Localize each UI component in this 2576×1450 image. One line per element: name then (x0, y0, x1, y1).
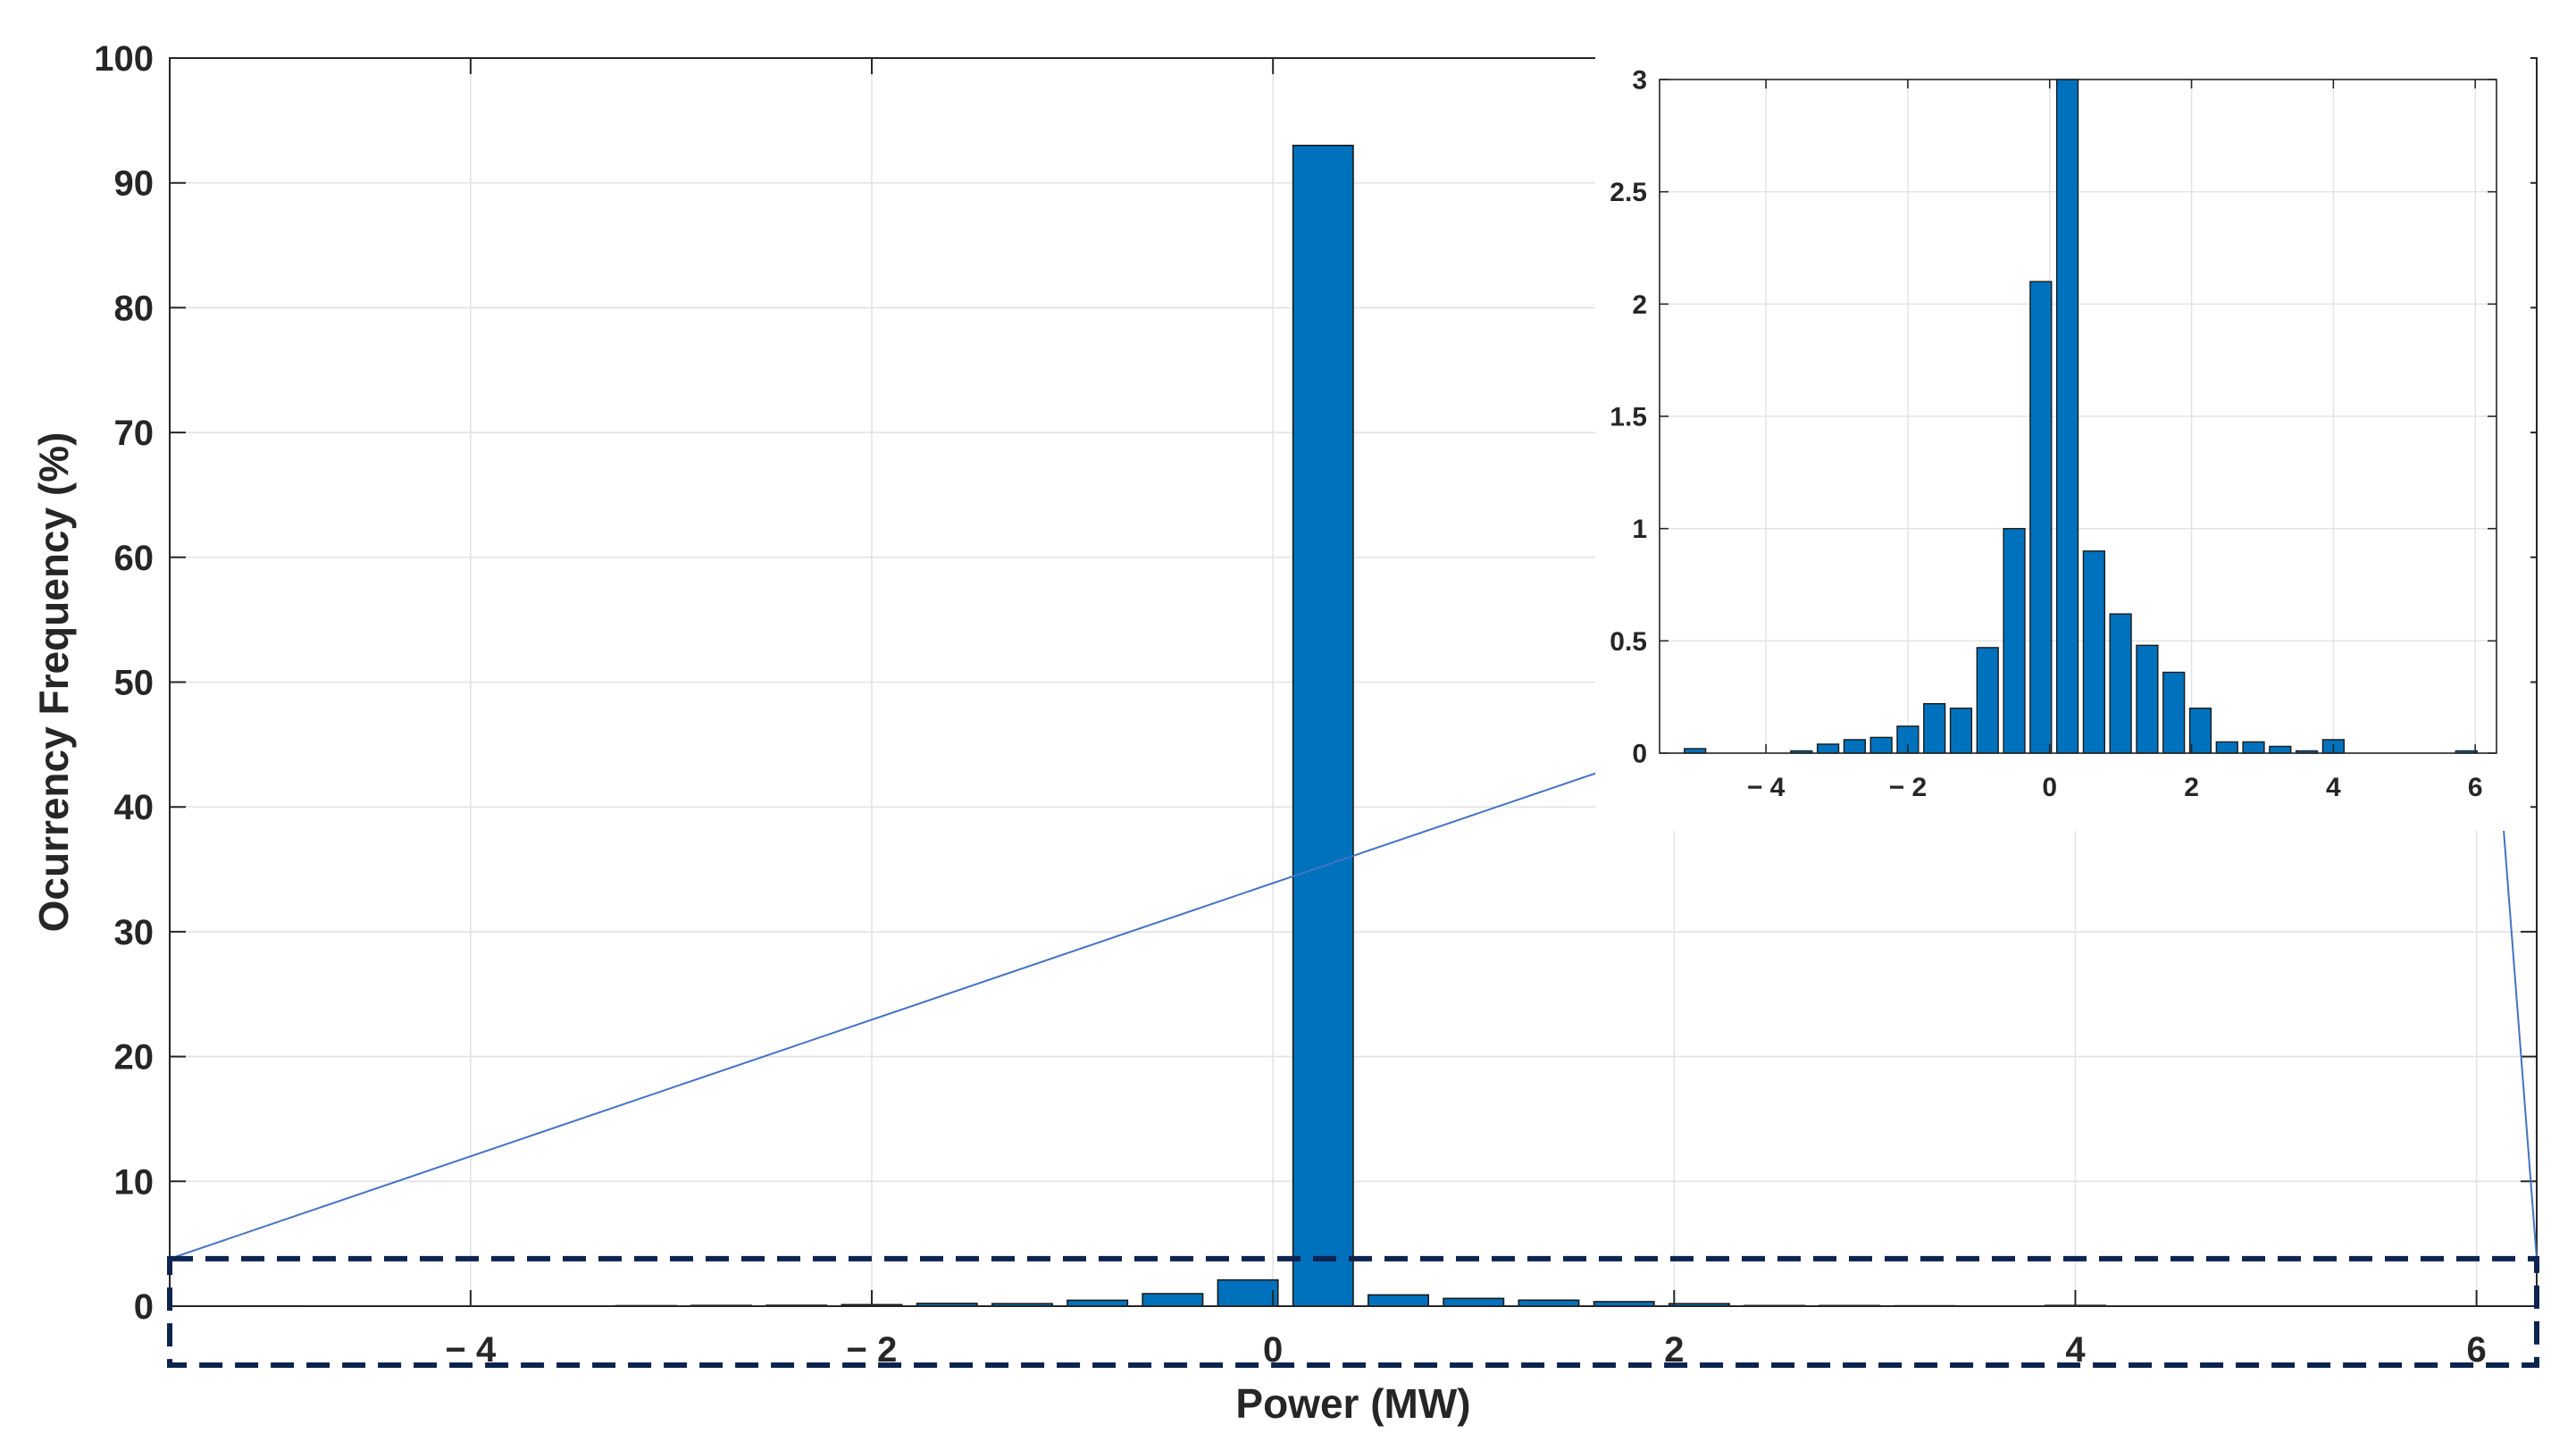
y-tick-label: 30 (114, 913, 155, 952)
inset-ticks: − 4 − 2 0 2 4 6 0 0.5 1 1.5 2 2.5 3 (1610, 66, 2497, 802)
inset-bar (1843, 739, 1866, 754)
bar (1443, 1297, 1505, 1307)
inset-bar (2136, 644, 2159, 754)
inset-x-tick-label: 4 (2326, 773, 2341, 802)
bar (1367, 1294, 1430, 1307)
inset-y-tick-label: 0.5 (1610, 627, 1647, 657)
inset-bar (1923, 703, 1946, 754)
x-axis-title: Power (MW) (1235, 1380, 1470, 1427)
inset-bar (2003, 527, 2026, 754)
inset-bar (2269, 745, 2292, 754)
inset-x-tick-label: 2 (2184, 773, 2199, 802)
y-tick-label: 80 (114, 289, 155, 328)
inset-bar (2029, 281, 2053, 754)
y-tick-label: 50 (114, 664, 155, 703)
inset-bar (1976, 647, 1999, 754)
bar (1292, 144, 1354, 1307)
inset-plot: − 4 − 2 0 2 4 6 0 0.5 1 1.5 2 2.5 3 (1595, 54, 2530, 831)
inset-y-tick-label: 3 (1632, 66, 1647, 96)
zoom-region-rect (167, 1255, 2539, 1368)
y-tick-label: 10 (114, 1162, 155, 1202)
x-tick-label: 6 (2467, 1330, 2487, 1370)
y-tick-label: 40 (114, 788, 155, 827)
inset-bar (2188, 708, 2212, 754)
inset-bar (1816, 743, 1840, 754)
inset-bar (2162, 671, 2186, 754)
bars (238, 144, 2483, 1307)
inset-y-tick-label: 2.5 (1610, 178, 1647, 207)
inset-bar (2082, 550, 2105, 754)
y-tick-label: 20 (114, 1038, 155, 1077)
connector-line-left (169, 772, 1598, 1260)
y-tick-label: 90 (114, 164, 155, 204)
inset-bar (2242, 741, 2265, 754)
bar (1142, 1293, 1204, 1307)
y-axis-title: Ocurrency Frequency (%) (30, 432, 77, 933)
y-tick-label: 60 (114, 539, 155, 578)
inset-bar (2055, 79, 2079, 754)
zoom-region-box (167, 1255, 2539, 1368)
inset-x-tick-label: − 2 (1889, 773, 1928, 802)
y-tick-label: 70 (114, 414, 155, 453)
x-tick-label: 0 (1263, 1330, 1283, 1370)
inset-x-tick-label: 6 (2468, 773, 2483, 802)
y-tick-label: 100 (94, 39, 154, 79)
bar (1217, 1278, 1279, 1307)
inset-bars (1684, 79, 2478, 754)
x-tick-label: 2 (1664, 1330, 1684, 1370)
inset-bar (2109, 613, 2132, 754)
inset-y-tick-label: 0 (1632, 740, 1647, 769)
inset-y-tick-label: 1 (1632, 515, 1647, 544)
inset-bar (1869, 736, 1893, 754)
y-tick-label: 0 (134, 1287, 154, 1327)
inset-y-tick-label: 1.5 (1610, 403, 1647, 432)
inset-bar (2215, 741, 2238, 754)
x-tick-label: 4 (2065, 1330, 2086, 1370)
inset-x-tick-label: − 4 (1747, 773, 1786, 802)
inset-x-tick-label: 0 (2042, 773, 2057, 802)
inset-bar (1949, 708, 1973, 754)
bar (1518, 1299, 1580, 1307)
inset-y-tick-label: 2 (1632, 290, 1647, 320)
